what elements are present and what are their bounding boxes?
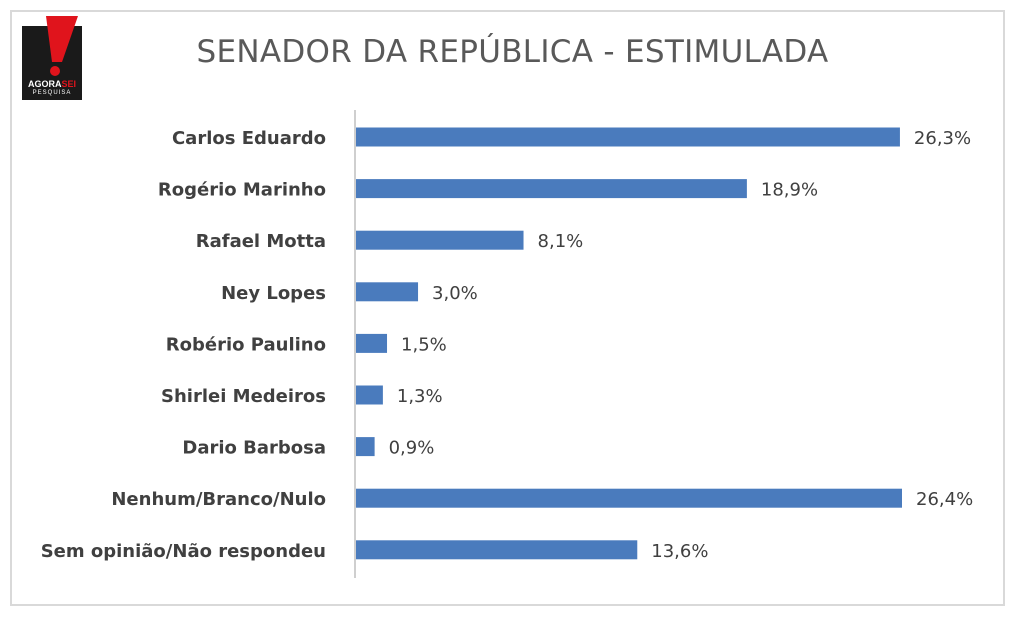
category-label: Carlos Eduardo <box>172 128 326 149</box>
category-label: Sem opinião/Não respondeu <box>41 541 326 562</box>
bar <box>356 437 375 457</box>
value-label: 1,5% <box>401 334 447 355</box>
category-label: Rafael Motta <box>196 231 326 252</box>
agora-sei-logo: AGORASEI PESQUISA <box>22 16 82 100</box>
value-label: 26,3% <box>914 128 971 149</box>
bar <box>356 282 419 302</box>
bar-group: Carlos Eduardo 26,3% Rogério Marinho 18,9% R… <box>41 127 973 562</box>
bar <box>356 540 638 560</box>
logo-text-sei: SEI <box>61 79 76 89</box>
bar <box>356 230 524 250</box>
logo-brand-line: AGORASEI <box>22 79 82 89</box>
bar <box>356 333 388 353</box>
category-label: Rogério Marinho <box>158 180 326 201</box>
category-label: Nenhum/Branco/Nulo <box>111 489 326 510</box>
exclamation-dot-icon <box>50 66 60 76</box>
value-label: 8,1% <box>538 231 584 252</box>
logo-graphic <box>22 16 82 100</box>
bar <box>356 127 900 147</box>
chart-title: SENADOR DA REPÚBLICA - ESTIMULADA <box>196 34 829 70</box>
bar <box>356 179 747 199</box>
value-label: 13,6% <box>651 541 708 562</box>
category-label: Dario Barbosa <box>182 438 326 459</box>
value-label: 18,9% <box>761 180 818 201</box>
value-label: 0,9% <box>389 438 435 459</box>
category-label: Robério Paulino <box>166 334 326 355</box>
category-label: Ney Lopes <box>221 283 326 304</box>
bar <box>356 488 902 508</box>
bar <box>356 385 383 405</box>
value-label: 1,3% <box>397 386 443 407</box>
exclamation-mark-icon <box>46 16 78 62</box>
value-label: 3,0% <box>432 283 478 304</box>
category-label: Shirlei Medeiros <box>161 386 326 407</box>
value-label: 26,4% <box>916 489 973 510</box>
logo-text-agora: AGORA <box>27 79 62 89</box>
logo-text-pesquisa: PESQUISA <box>32 90 72 96</box>
